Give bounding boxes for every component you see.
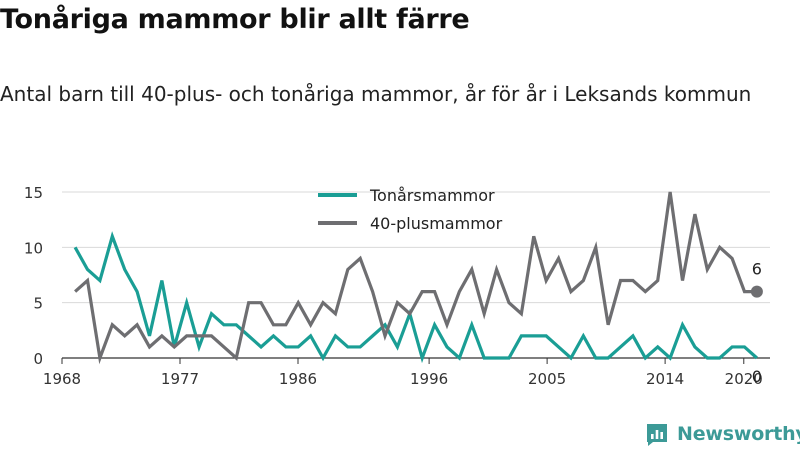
legend-label-teen: Tonårsmammor <box>369 186 495 205</box>
x-tick-label: 1968 <box>43 370 81 388</box>
chart-title: Tonåriga mammor blir allt färre <box>0 4 470 35</box>
end-markers: 6 0 <box>750 260 763 386</box>
y-tick-label: 10 <box>24 239 43 257</box>
y-tick-label: 15 <box>24 184 43 202</box>
x-tick-label: 2014 <box>646 370 684 388</box>
x-tick-label: 1977 <box>161 370 199 388</box>
legend: Tonårsmammor 40-plusmammor <box>318 186 503 233</box>
x-tick-label: 2005 <box>528 370 566 388</box>
series-line-teen <box>73 231 758 364</box>
end-label-forty: 6 <box>752 260 762 279</box>
end-label-teen: 0 <box>752 367 762 386</box>
x-tick-label: 1986 <box>279 370 317 388</box>
x-axis: 1968 1977 1986 1996 2005 2014 2020 <box>43 357 770 388</box>
brand: Newsworthy <box>645 420 800 448</box>
chart-subtitle: Antal barn till 40-plus- och tonåriga ma… <box>0 82 752 106</box>
y-tick-label: 5 <box>33 295 43 313</box>
end-point-forty <box>750 285 763 298</box>
y-axis: 0 5 10 15 <box>24 184 43 368</box>
series-lines <box>73 191 758 365</box>
x-tick-label: 1996 <box>410 370 448 388</box>
legend-label-forty: 40-plusmammor <box>370 214 503 233</box>
y-tick-label: 0 <box>33 350 43 368</box>
brand-name: Newsworthy <box>677 423 800 445</box>
newsworthy-logo-icon <box>647 424 667 446</box>
x-tick-label: 2020 <box>725 370 763 388</box>
series-line-forty <box>74 191 757 365</box>
